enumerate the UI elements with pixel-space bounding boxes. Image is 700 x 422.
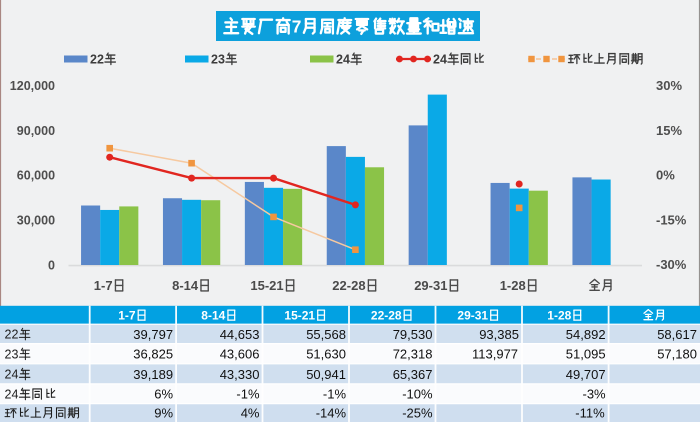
svg-text:24: 24 [5, 368, 19, 382]
svg-text:0%: 0% [656, 168, 675, 183]
svg-text:9%: 9% [154, 406, 173, 421]
svg-text:49,707: 49,707 [566, 367, 606, 382]
svg-text:-14%: -14% [316, 406, 347, 421]
svg-text:30,000: 30,000 [17, 214, 55, 228]
svg-text:39,189: 39,189 [133, 367, 173, 382]
svg-text:55,568: 55,568 [306, 327, 346, 342]
svg-text:22: 22 [5, 328, 19, 342]
svg-text:51,095: 51,095 [566, 347, 606, 362]
svg-text:36,825: 36,825 [133, 347, 173, 362]
svg-text:22-28: 22-28 [332, 278, 365, 293]
svg-text:15%: 15% [656, 123, 682, 138]
svg-text:120,000: 120,000 [10, 79, 55, 93]
svg-text:51,630: 51,630 [306, 347, 346, 362]
svg-text:54,892: 54,892 [566, 327, 606, 342]
svg-text:7: 7 [292, 17, 302, 37]
svg-text:29-31: 29-31 [457, 309, 488, 323]
svg-text:72,318: 72,318 [393, 347, 433, 362]
svg-text:-11%: -11% [575, 406, 605, 421]
svg-text:79,530: 79,530 [393, 327, 433, 342]
svg-text:29-31: 29-31 [414, 278, 447, 293]
svg-text:-30%: -30% [656, 257, 687, 272]
svg-text:1-7: 1-7 [118, 309, 136, 323]
svg-text:44,653: 44,653 [220, 327, 260, 342]
svg-text:-1%: -1% [236, 387, 260, 402]
svg-text:6%: 6% [154, 387, 173, 402]
svg-text:22-28: 22-28 [371, 309, 402, 323]
svg-text:4%: 4% [241, 406, 260, 421]
svg-text:1-7: 1-7 [94, 278, 113, 293]
svg-text:24: 24 [433, 52, 447, 66]
svg-text:50,941: 50,941 [306, 367, 346, 382]
svg-text:24: 24 [5, 387, 19, 401]
svg-text:-1%: -1% [323, 387, 347, 402]
svg-text:65,367: 65,367 [393, 367, 433, 382]
svg-text:43,606: 43,606 [220, 347, 260, 362]
svg-text:58,617: 58,617 [657, 327, 697, 342]
svg-text:113,977: 113,977 [472, 347, 518, 362]
svg-text:8-14: 8-14 [201, 309, 225, 323]
svg-text:-3%: -3% [583, 387, 607, 402]
svg-text:15-21: 15-21 [284, 309, 315, 323]
svg-text:39,797: 39,797 [133, 327, 173, 342]
svg-text:0: 0 [48, 258, 55, 272]
svg-text:93,385: 93,385 [479, 327, 519, 342]
svg-text:90,000: 90,000 [17, 124, 55, 138]
svg-text:57,180: 57,180 [657, 347, 697, 362]
svg-text:1-28: 1-28 [500, 278, 526, 293]
svg-text:23: 23 [5, 347, 19, 361]
svg-text:23: 23 [211, 52, 225, 66]
svg-text:30%: 30% [656, 78, 682, 93]
svg-text:15-21: 15-21 [250, 278, 283, 293]
svg-text:60,000: 60,000 [17, 169, 55, 183]
svg-text:43,330: 43,330 [220, 367, 260, 382]
svg-text:-25%: -25% [402, 406, 433, 421]
svg-text:8-14: 8-14 [172, 278, 199, 293]
svg-text:1-28: 1-28 [547, 309, 571, 323]
svg-text:-15%: -15% [656, 212, 687, 227]
svg-text:22: 22 [90, 52, 104, 66]
svg-text:-10%: -10% [402, 387, 433, 402]
svg-text:24: 24 [336, 52, 350, 66]
